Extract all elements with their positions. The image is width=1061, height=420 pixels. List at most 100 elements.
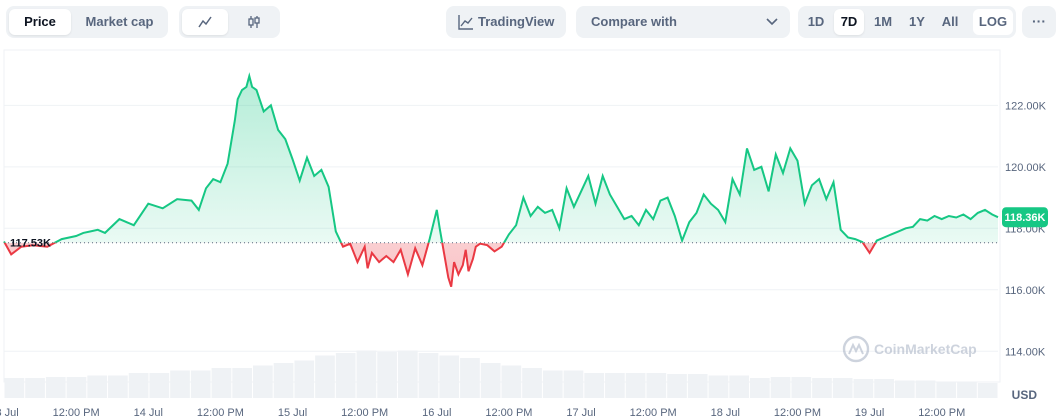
y-tick-label: 122.00K [1005, 100, 1047, 112]
volume-bar [646, 373, 667, 398]
x-tick-label: 13 Jul [0, 407, 19, 419]
range-all[interactable]: All [941, 14, 959, 29]
x-tick-label: 12:00 PM [918, 407, 965, 419]
volume-bar [542, 370, 563, 398]
volume-bar [211, 368, 232, 398]
volume-bar [770, 377, 791, 398]
x-tick-label: 16 Jul [422, 407, 451, 419]
tab-market-cap[interactable]: Market cap [85, 14, 154, 29]
x-tick-label: 12:00 PM [53, 407, 100, 419]
x-tick-label: 19 Jul [855, 407, 884, 419]
currency-label: USD [1012, 388, 1038, 402]
volume-bar [232, 368, 252, 398]
volume-bar [190, 370, 211, 398]
volume-bar [87, 375, 108, 398]
current-price-tag: 118.36K [1002, 207, 1048, 228]
volume-bar [708, 375, 729, 398]
time-range-selector: 1D 7D 1M 1Y All LOG [798, 6, 1016, 38]
volume-bar [957, 381, 977, 398]
tradingview-label: TradingView [478, 14, 555, 29]
volume-bar [273, 363, 294, 398]
volume-bar [853, 379, 874, 398]
x-tick-label: 12:00 PM [341, 407, 388, 419]
baseline-price-label: 117.53K [10, 238, 51, 250]
volume-bar [397, 350, 418, 398]
chart-toolbar: Price Market cap TradingView Compare wit… [0, 0, 1061, 44]
x-tick-label: 17 Jul [566, 407, 595, 419]
volume-bar [874, 379, 894, 398]
price-area-down [4, 242, 876, 287]
volume-bar [977, 383, 998, 398]
volume-bar [563, 370, 584, 398]
volume-bar [501, 365, 522, 398]
tradingview-button[interactable]: TradingView [446, 6, 566, 38]
volume-bar [584, 373, 605, 398]
current-price-badge [1002, 207, 1048, 228]
price-line-up [3, 72, 999, 243]
chart-style-toggle [179, 6, 280, 38]
compare-with-label: Compare with [591, 14, 677, 29]
compare-with-dropdown[interactable]: Compare with [576, 6, 790, 38]
volume-bar [45, 377, 66, 398]
coinmarketcap-logo-icon [842, 335, 870, 363]
volume-bar [356, 350, 377, 398]
volume-bar [294, 360, 315, 398]
x-tick-label: 18 Jul [711, 407, 740, 419]
metric-toggle: Price Market cap [6, 6, 168, 38]
volume-bar [522, 368, 542, 398]
volume-bar [66, 377, 87, 398]
log-toggle[interactable]: LOG [973, 9, 1013, 35]
volume-bar [439, 355, 460, 398]
watermark-text: CoinMarketCap [874, 341, 977, 357]
volume-bar [625, 373, 646, 398]
volume-bars [4, 350, 998, 398]
x-axis: 13 Jul 12:00 PM 14 Jul 12:00 PM 15 Jul 12:00 … [0, 407, 965, 419]
price-chart[interactable]: 117.53K 122.00K120.00K118.00K116.00K114.… [0, 44, 1061, 420]
y-tick-label: 120.00K [1005, 162, 1047, 174]
volume-bar [377, 352, 397, 398]
volume-bar [894, 380, 915, 398]
volume-bar [335, 353, 356, 398]
x-tick-label: 12:00 PM [197, 407, 244, 419]
y-tick-label: 114.00K [1005, 346, 1046, 358]
x-tick-label: 12:00 PM [485, 407, 532, 419]
x-tick-label: 12:00 PM [774, 407, 821, 419]
volume-bar [149, 373, 170, 398]
coinmarketcap-logo-mark [848, 342, 864, 355]
volume-bar [915, 380, 936, 398]
line-chart-button[interactable] [182, 9, 228, 35]
candlestick-button[interactable] [231, 9, 277, 35]
candlestick-icon [248, 16, 260, 28]
volume-bar [791, 377, 812, 398]
range-7d[interactable]: 7D [834, 9, 864, 35]
volume-bar [170, 370, 190, 398]
volume-bar [832, 378, 853, 398]
price-area-up [4, 76, 998, 243]
watermark: CoinMarketCap [842, 335, 977, 363]
range-1m[interactable]: 1M [873, 14, 893, 29]
volume-bar [128, 373, 149, 398]
range-1y[interactable]: 1Y [909, 14, 925, 29]
volume-bar [25, 378, 45, 398]
x-tick-label: 12:00 PM [630, 407, 677, 419]
volume-bar [108, 375, 128, 398]
chevron-down-icon [766, 18, 778, 26]
x-tick-label: 14 Jul [134, 407, 163, 419]
volume-bar [812, 378, 832, 398]
volume-bar [480, 363, 501, 398]
current-price-label: 118.36K [1005, 212, 1046, 224]
volume-bar [605, 373, 625, 398]
tab-price[interactable]: Price [9, 9, 71, 35]
price-line-down [3, 242, 877, 288]
volume-bar [315, 355, 335, 398]
range-1d[interactable]: 1D [807, 14, 825, 29]
more-options-button[interactable]: ··· [1022, 6, 1056, 38]
volume-bar [667, 374, 687, 398]
volume-bar [460, 358, 480, 398]
volume-bar [4, 378, 25, 398]
volume-bar [729, 375, 749, 398]
tradingview-chart-icon [458, 15, 473, 30]
volume-bar [253, 365, 273, 398]
volume-bar [936, 381, 957, 398]
